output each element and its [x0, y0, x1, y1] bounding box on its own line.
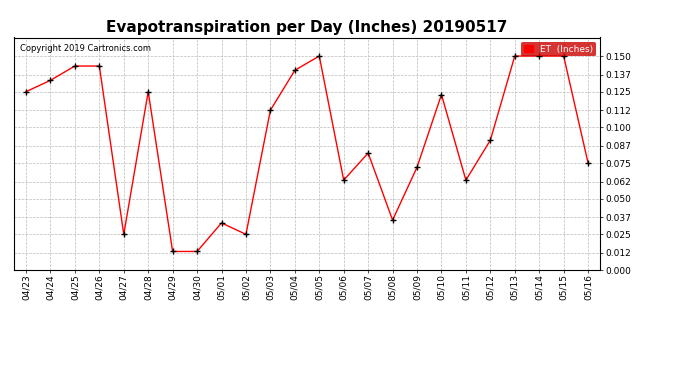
- Text: Copyright 2019 Cartronics.com: Copyright 2019 Cartronics.com: [19, 45, 150, 54]
- Title: Evapotranspiration per Day (Inches) 20190517: Evapotranspiration per Day (Inches) 2019…: [106, 20, 508, 35]
- Legend: ET  (Inches): ET (Inches): [521, 42, 595, 56]
